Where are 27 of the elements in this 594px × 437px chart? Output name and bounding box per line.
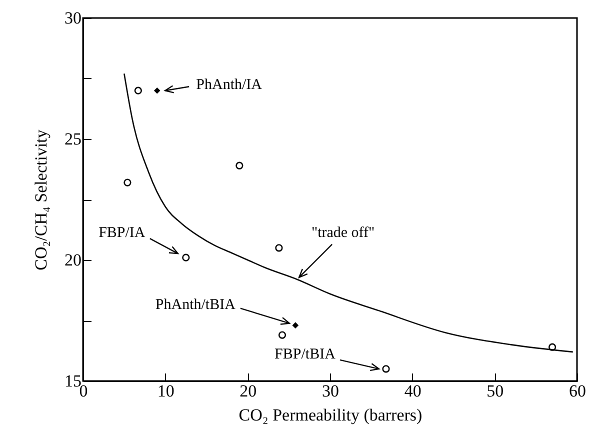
annotation: FBP/tBIA	[274, 346, 336, 362]
x-tick-label: 50	[486, 382, 504, 400]
point	[124, 178, 132, 186]
annotation: PhAnth/IA	[196, 77, 262, 94]
point	[292, 322, 299, 328]
x-axis-title: CO₂ Permeability (barrers)	[238, 406, 422, 424]
point	[236, 162, 244, 170]
y-tick-label: 15	[64, 372, 82, 390]
y-axis-title: CO₂/CH₄ Selectivity	[32, 129, 50, 270]
point	[382, 365, 390, 373]
point	[134, 86, 142, 94]
x-tick-label: 10	[157, 382, 174, 400]
point	[154, 87, 160, 94]
annotation: "trade off"	[311, 224, 375, 241]
x-tick-label: 20	[240, 382, 257, 400]
annotation: PhAnth/tBIA	[155, 296, 236, 313]
point	[278, 331, 286, 339]
y-tick-label: 25	[64, 130, 82, 148]
x-tick-label: 40	[404, 382, 422, 400]
point	[182, 254, 190, 262]
x-tick-label: 30	[322, 382, 339, 400]
annotation: FBP/IA	[98, 225, 146, 242]
y-tick-label: 20	[64, 250, 82, 270]
point	[275, 244, 283, 252]
x-tick-label: 60	[569, 382, 586, 400]
point	[548, 343, 556, 351]
y-tick-label: 30	[64, 8, 82, 28]
